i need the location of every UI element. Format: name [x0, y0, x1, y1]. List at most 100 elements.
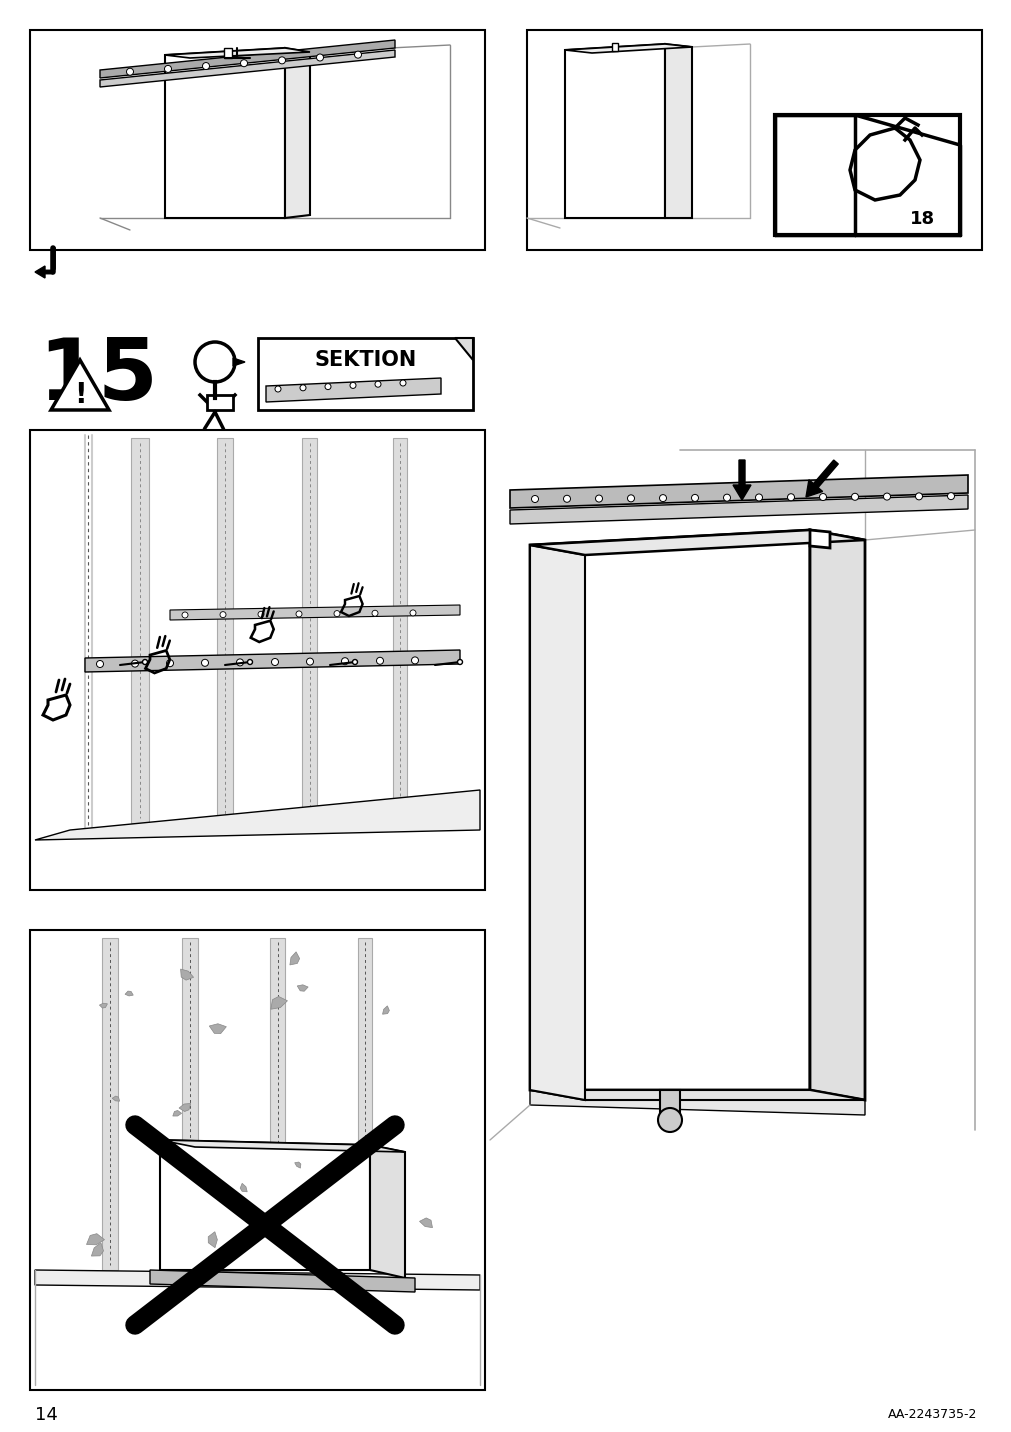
- Circle shape: [131, 660, 139, 667]
- Circle shape: [409, 610, 416, 616]
- Polygon shape: [91, 1243, 103, 1256]
- Polygon shape: [100, 40, 394, 77]
- Polygon shape: [51, 359, 109, 410]
- Polygon shape: [170, 604, 460, 620]
- FancyArrow shape: [35, 266, 53, 278]
- Polygon shape: [510, 475, 968, 508]
- Circle shape: [219, 611, 225, 617]
- Polygon shape: [35, 1270, 479, 1290]
- Bar: [612, 43, 618, 52]
- Circle shape: [143, 660, 148, 664]
- Polygon shape: [530, 1090, 864, 1100]
- Circle shape: [278, 57, 285, 64]
- Polygon shape: [270, 938, 285, 1270]
- Circle shape: [334, 610, 340, 617]
- Polygon shape: [530, 530, 864, 556]
- Polygon shape: [455, 338, 472, 359]
- Circle shape: [167, 660, 173, 667]
- Polygon shape: [112, 1095, 119, 1101]
- Polygon shape: [664, 44, 692, 218]
- Polygon shape: [160, 1140, 404, 1151]
- Circle shape: [946, 493, 953, 500]
- Polygon shape: [294, 1161, 300, 1169]
- Polygon shape: [86, 1234, 104, 1244]
- Polygon shape: [207, 395, 233, 410]
- Polygon shape: [165, 49, 285, 218]
- Polygon shape: [564, 44, 664, 218]
- Polygon shape: [564, 44, 692, 53]
- FancyArrow shape: [732, 460, 750, 500]
- Polygon shape: [100, 50, 394, 87]
- Polygon shape: [160, 1140, 370, 1270]
- Polygon shape: [358, 938, 372, 1270]
- Text: 15: 15: [38, 335, 158, 418]
- Polygon shape: [233, 358, 245, 367]
- Circle shape: [915, 493, 922, 500]
- Polygon shape: [530, 530, 809, 1090]
- Circle shape: [126, 69, 133, 76]
- Polygon shape: [165, 1144, 173, 1154]
- Circle shape: [248, 660, 253, 664]
- Circle shape: [375, 381, 380, 387]
- Polygon shape: [420, 1217, 432, 1227]
- Bar: [30, 30, 484, 251]
- Polygon shape: [150, 1270, 415, 1292]
- Polygon shape: [285, 49, 309, 218]
- Circle shape: [372, 610, 378, 616]
- Circle shape: [594, 495, 602, 503]
- Bar: [30, 929, 484, 1390]
- Circle shape: [376, 657, 383, 664]
- Polygon shape: [297, 985, 307, 991]
- Circle shape: [723, 494, 730, 501]
- Polygon shape: [179, 1104, 190, 1111]
- Circle shape: [819, 494, 826, 501]
- Polygon shape: [182, 938, 197, 1270]
- Polygon shape: [130, 438, 149, 823]
- Polygon shape: [809, 530, 829, 548]
- Polygon shape: [85, 650, 460, 672]
- Circle shape: [275, 387, 281, 392]
- Bar: [258, 338, 472, 410]
- Polygon shape: [289, 952, 299, 965]
- Bar: [527, 30, 981, 251]
- Text: !: !: [74, 381, 86, 410]
- Circle shape: [531, 495, 538, 503]
- Circle shape: [657, 1108, 681, 1133]
- Circle shape: [316, 54, 324, 62]
- Circle shape: [352, 660, 357, 664]
- Circle shape: [96, 660, 103, 667]
- FancyArrow shape: [805, 460, 837, 497]
- Circle shape: [325, 384, 331, 390]
- Circle shape: [350, 382, 356, 388]
- Bar: [774, 115, 959, 235]
- Polygon shape: [382, 1005, 389, 1014]
- Circle shape: [787, 494, 794, 501]
- Polygon shape: [173, 1110, 181, 1116]
- Polygon shape: [165, 49, 309, 59]
- Circle shape: [299, 385, 305, 391]
- Bar: [659, 1090, 679, 1120]
- Circle shape: [399, 379, 405, 387]
- Polygon shape: [208, 1232, 217, 1247]
- Circle shape: [563, 495, 570, 503]
- Polygon shape: [125, 991, 133, 995]
- Circle shape: [691, 494, 698, 501]
- Polygon shape: [266, 378, 441, 402]
- Circle shape: [295, 611, 301, 617]
- Polygon shape: [99, 1004, 107, 1008]
- Polygon shape: [809, 530, 864, 1100]
- Polygon shape: [530, 546, 584, 1100]
- Polygon shape: [510, 495, 968, 524]
- Polygon shape: [530, 1090, 864, 1116]
- Polygon shape: [271, 997, 287, 1010]
- Circle shape: [258, 611, 264, 617]
- Circle shape: [659, 494, 666, 501]
- Polygon shape: [302, 438, 317, 823]
- Circle shape: [165, 66, 171, 73]
- Circle shape: [241, 60, 248, 67]
- Circle shape: [271, 659, 278, 666]
- Text: SEKTION: SEKTION: [314, 349, 417, 369]
- Circle shape: [354, 52, 361, 59]
- Circle shape: [201, 659, 208, 666]
- Polygon shape: [180, 969, 193, 979]
